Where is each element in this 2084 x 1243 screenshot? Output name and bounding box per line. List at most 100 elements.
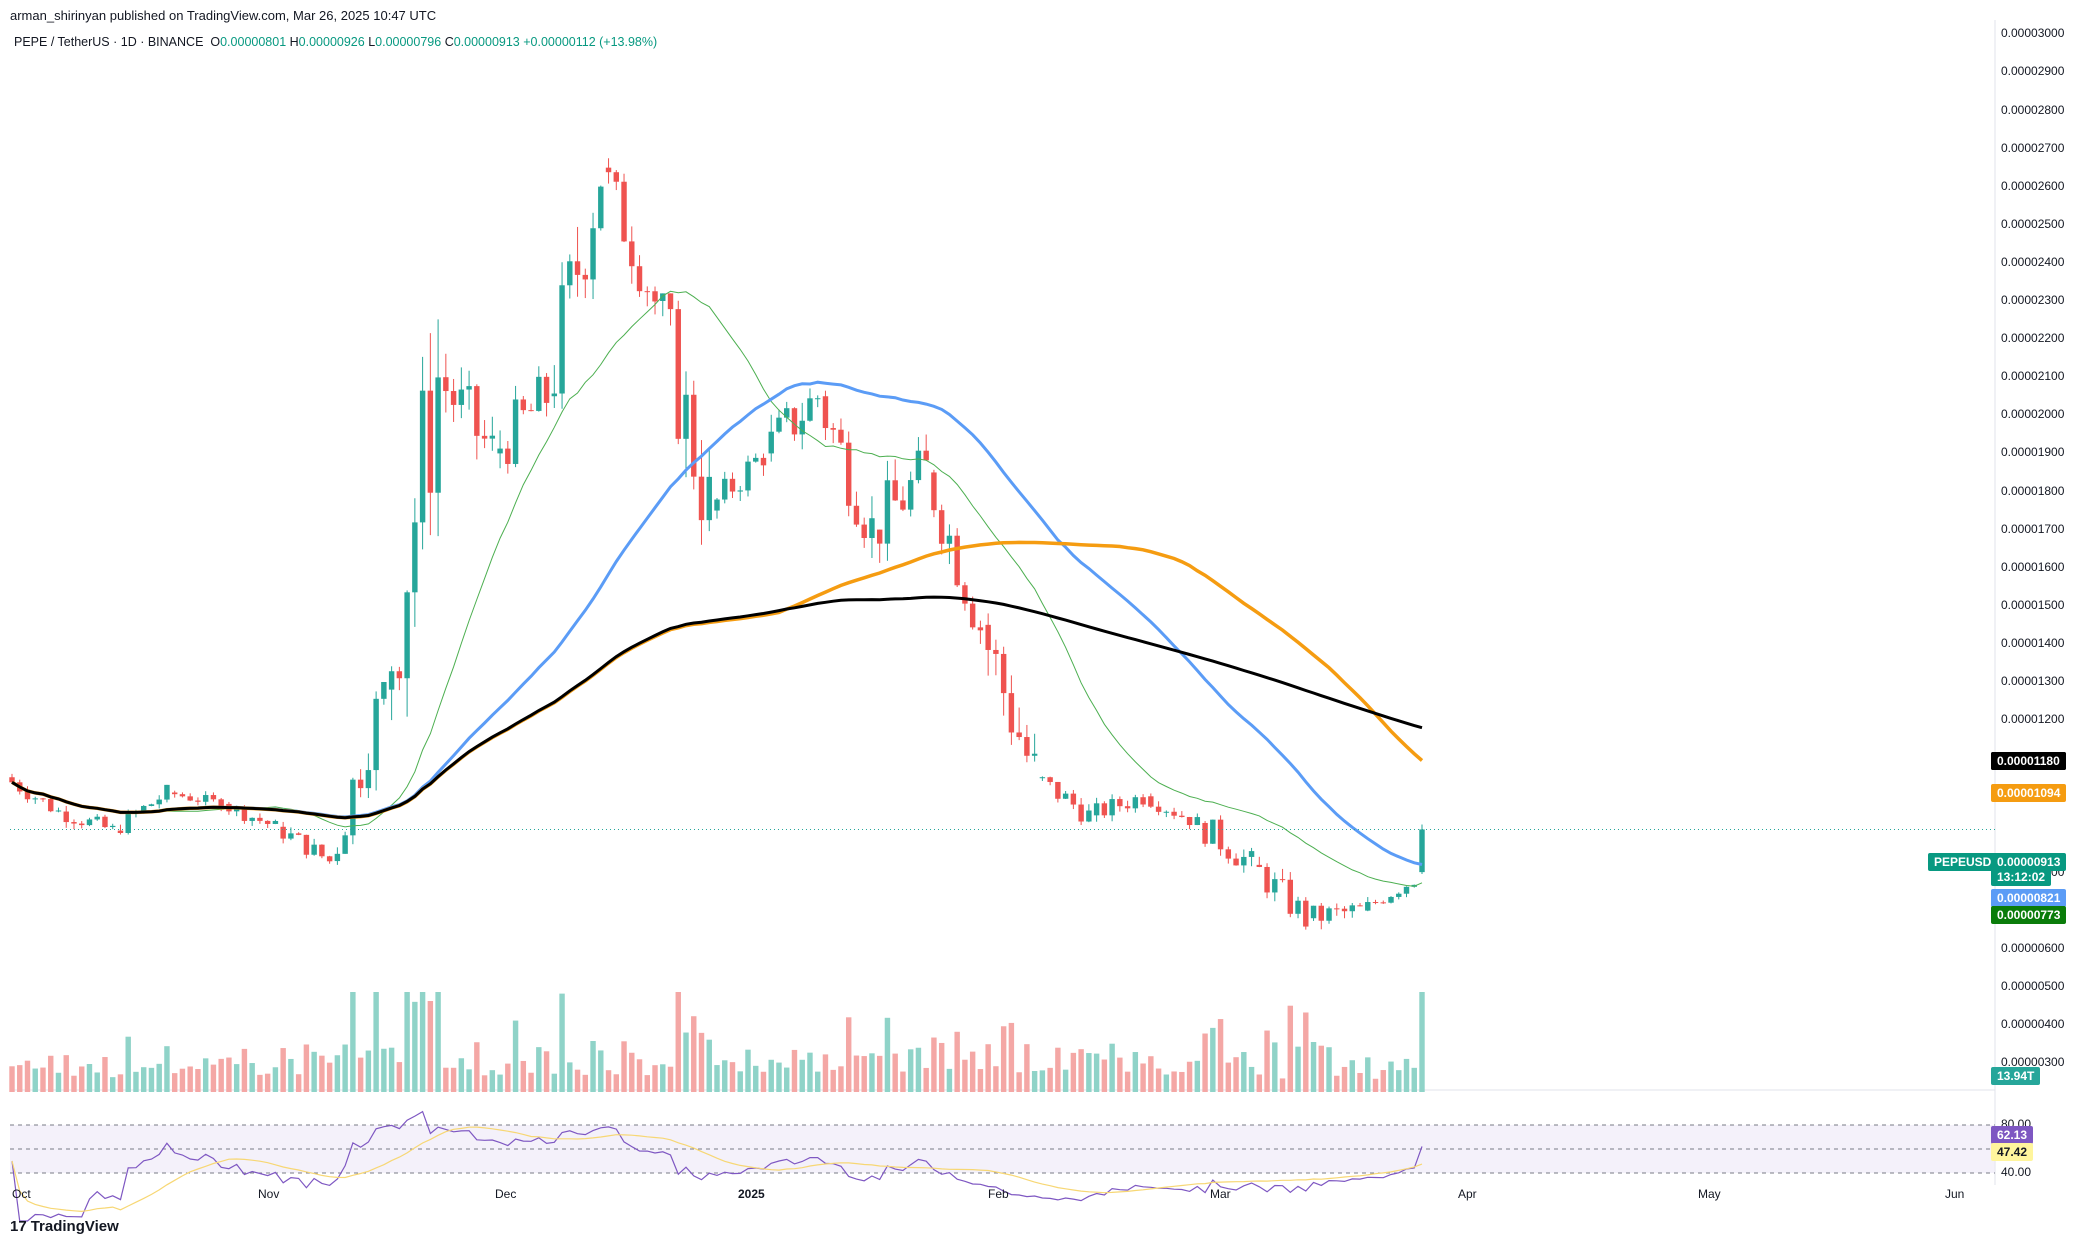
candle-body: [365, 770, 372, 789]
candle-body: [272, 820, 279, 824]
price-tick-label: 0.00002000: [2001, 407, 2065, 422]
candle-body: [1210, 819, 1216, 844]
symbol-name[interactable]: PEPE / TetherUS · 1D · BINANCE: [14, 35, 204, 49]
price-tick-label: 0.00000400: [2001, 1016, 2065, 1031]
volume-bar: [295, 1074, 302, 1092]
candle-body: [1078, 804, 1084, 822]
volume-bar: [373, 992, 379, 1092]
candle-body: [1256, 864, 1263, 867]
volume-bar: [1039, 1070, 1046, 1092]
volume-bar: [1047, 1067, 1053, 1092]
candle-body: [303, 834, 310, 855]
volume-bar: [195, 1069, 201, 1092]
candle-body: [907, 480, 914, 510]
volume-bar: [117, 1074, 124, 1092]
candle-body: [1202, 822, 1208, 844]
candle-body: [24, 791, 31, 800]
price-tick-label: 0.00001800: [2001, 483, 2065, 498]
volume-bar: [218, 1058, 224, 1092]
candle-body: [264, 820, 271, 824]
candle-body: [660, 293, 666, 301]
publisher-line: arman_shirinyan published on TradingView…: [10, 8, 437, 23]
candle-body: [845, 442, 852, 506]
volume-bar: [946, 1068, 953, 1092]
candle-body: [1318, 905, 1324, 921]
candle-body: [621, 181, 627, 242]
candle-body: [644, 291, 650, 293]
candle-body: [536, 376, 542, 411]
candle-body: [969, 603, 976, 628]
candle-body: [350, 779, 356, 836]
candle-body: [210, 795, 217, 800]
volume-bar: [226, 1057, 232, 1092]
candle-body: [1264, 866, 1270, 893]
volume-bar: [303, 1044, 310, 1092]
volume-bar: [1093, 1053, 1100, 1092]
ma100-line: [11, 540, 1424, 820]
candle-body: [1109, 799, 1115, 816]
volume-bar: [125, 1036, 131, 1092]
volume-bar: [598, 1050, 604, 1092]
volume-bar: [869, 1053, 875, 1092]
volume-bar: [1225, 1062, 1232, 1092]
candle-body: [9, 777, 15, 783]
volume-bar: [737, 1071, 743, 1092]
volume-bar: [474, 1042, 480, 1092]
tradingview-logo[interactable]: 17 TradingView: [10, 1218, 119, 1235]
price-tag-volume: 13.94T: [1991, 1067, 2041, 1085]
volume-bar: [613, 1074, 619, 1092]
volume-bar: [1194, 1060, 1201, 1092]
volume-bar: [1062, 1069, 1069, 1092]
time-tick-label: May: [1698, 1187, 1721, 1201]
candle-body: [1310, 905, 1317, 919]
candle-body: [1272, 879, 1278, 893]
candle-body: [1396, 893, 1402, 897]
candle-body: [938, 510, 945, 544]
candle-body: [1062, 793, 1069, 799]
candle-body: [1124, 806, 1131, 809]
time-tick-label: Nov: [258, 1187, 280, 1201]
volume-bar: [652, 1065, 658, 1092]
candle-body: [412, 522, 418, 593]
candle-body: [404, 592, 410, 679]
candle-body: [1419, 829, 1425, 873]
candle-body: [396, 671, 403, 679]
volume-bar: [1334, 1075, 1340, 1092]
candle-body: [876, 529, 883, 544]
candle-body: [179, 794, 186, 797]
volume-bar: [729, 1062, 736, 1092]
volume-bar: [536, 1047, 542, 1092]
candle-body: [117, 830, 124, 833]
volume-bar: [1132, 1052, 1139, 1092]
time-tick-label: Oct: [12, 1187, 31, 1201]
candle-body: [1365, 902, 1371, 911]
candles: [9, 158, 1425, 930]
candle-body: [1000, 653, 1007, 694]
price-tick-label: 0.00001900: [2001, 445, 2065, 460]
volume-bar: [722, 1060, 728, 1092]
candle-body: [636, 266, 643, 292]
volume-bar: [1380, 1070, 1386, 1092]
candle-body: [450, 391, 457, 405]
volume-bar: [1210, 1027, 1216, 1092]
price-tick-label: 0.00001300: [2001, 674, 2065, 688]
time-tick-label: Feb: [988, 1187, 1009, 1201]
volume-bar: [148, 1067, 155, 1092]
candle-body: [1031, 753, 1038, 756]
candle-body: [427, 390, 434, 493]
price-tick-label: 0.00001700: [2001, 521, 2065, 536]
rsi-tag-value_tag: 62.13: [1991, 1126, 2034, 1144]
volume-bar: [1279, 1078, 1286, 1092]
volume-bar: [621, 1041, 627, 1092]
volume-bar: [1233, 1057, 1239, 1092]
candle-body: [125, 812, 131, 833]
candle-body: [962, 585, 968, 604]
candle-body: [629, 241, 635, 267]
candle-body: [1403, 886, 1410, 894]
candle-body: [512, 399, 519, 464]
candle-body: [1047, 777, 1053, 782]
price-tag-countdown: 13:12:02: [1991, 868, 2052, 886]
price-tick-label: 0.00002700: [2001, 140, 2065, 155]
volume-bar: [1117, 1057, 1123, 1092]
